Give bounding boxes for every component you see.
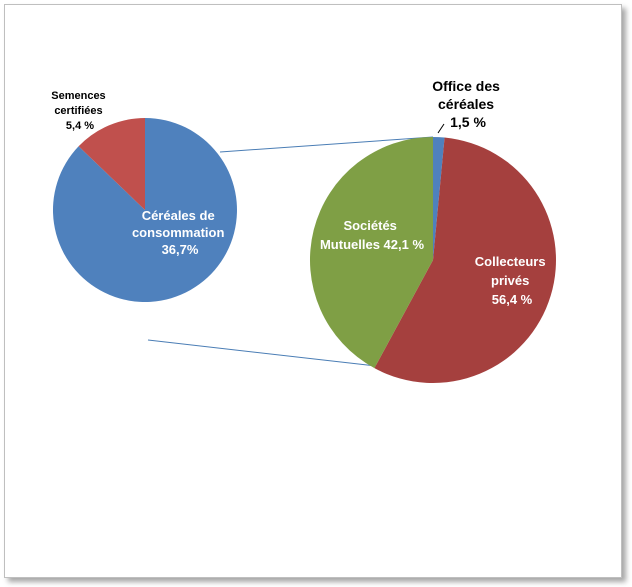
connector-line-top: [219, 136, 434, 153]
office-leader-line: [437, 123, 445, 134]
secondary-pie: [309, 137, 556, 384]
pie-slice-office-des-cereales: [433, 137, 445, 260]
pie-slice-societes-mutuelles: [309, 137, 433, 369]
connector-line-bottom: [147, 339, 377, 367]
pie-slice-cereales-de-consommation: [52, 118, 237, 303]
pie-slice-collecteurs-prives: [374, 137, 556, 384]
main-pie: [52, 118, 237, 303]
label-cereales-consommation: Céréales de consommation 36,7%: [132, 208, 228, 257]
label-semences: Semences certifiées 5,4 %: [51, 90, 109, 132]
label-collecteurs-prives: Collecteurs privés 56,4 %: [475, 254, 549, 307]
connector-lines: [147, 136, 434, 367]
pie-slice-semences-certifiees: [78, 118, 145, 210]
label-office-cereales: Office des céréales 1,5 %: [432, 78, 504, 130]
label-societes-mutuelles: Sociétés Mutuelles 42,1 %: [320, 218, 424, 252]
